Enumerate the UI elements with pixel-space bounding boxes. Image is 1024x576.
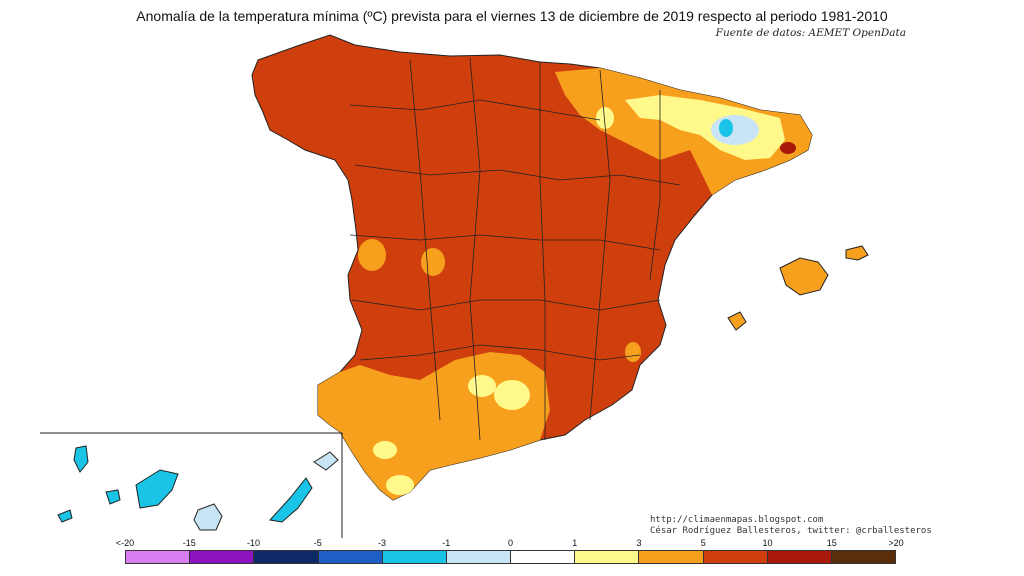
legend-tick-label: -1 xyxy=(442,538,451,548)
legend-tick-label: -3 xyxy=(377,538,387,548)
legend-swatch xyxy=(126,551,191,563)
island-mallorca xyxy=(779,257,829,296)
anomaly-zone-navarra-yellow xyxy=(596,107,614,129)
anomaly-zone-south xyxy=(318,352,550,500)
legend-tick-label: >20 xyxy=(888,538,904,548)
legend-tick-label: 10 xyxy=(762,538,773,548)
author-credit: César Rodríguez Ballesteros, twitter: @c… xyxy=(650,526,932,536)
legend-swatch xyxy=(511,551,576,563)
legend-tick-label: 5 xyxy=(700,538,706,548)
legend-tick-label: 3 xyxy=(636,538,642,548)
anomaly-zone-catalonia-dark xyxy=(780,142,796,154)
island-fuerteventura xyxy=(269,477,313,523)
island-tenerife xyxy=(135,469,179,509)
legend-tick-label: -10 xyxy=(246,538,261,548)
anomaly-zone-cadiz-yellow xyxy=(386,475,414,495)
legend-swatch xyxy=(318,551,383,563)
island-menorca xyxy=(845,245,869,261)
legend-swatch xyxy=(382,551,447,563)
anomaly-zone-caceres xyxy=(421,248,445,276)
anomaly-zone-pyrenees-blue xyxy=(719,119,733,137)
anomaly-zone-northeast xyxy=(555,68,812,195)
island-el-hierro xyxy=(57,509,73,523)
anomaly-zone-pyrenees-lightblue xyxy=(711,115,759,145)
map-title: Anomalía de la temperatura mínima (ºC) p… xyxy=(136,8,888,24)
legend-swatch xyxy=(254,551,319,563)
anomaly-zone-extremadura xyxy=(358,239,386,271)
anomaly-zone-jaen-yellow xyxy=(468,375,496,397)
island-la-gomera xyxy=(105,489,121,505)
data-source-label: Fuente de datos: AEMET OpenData xyxy=(715,27,906,39)
legend-tick-label: 0 xyxy=(507,538,514,548)
legend-swatch xyxy=(446,551,512,563)
canary-inset-frame xyxy=(40,432,343,538)
color-legend xyxy=(125,550,896,564)
map-credits: http://climaenmapas.blogspot.com César R… xyxy=(650,515,932,537)
legend-tick-label: -5 xyxy=(313,538,322,548)
legend-swatch xyxy=(575,551,640,563)
island-ibiza xyxy=(727,311,747,331)
canary-islands xyxy=(57,445,339,531)
legend-swatch xyxy=(639,551,704,563)
anomaly-zone-granada-yellow xyxy=(494,380,530,410)
island-lanzarote xyxy=(313,451,339,471)
blog-url[interactable]: http://climaenmapas.blogspot.com xyxy=(650,515,824,525)
anomaly-zone-pyrenees-yellow xyxy=(625,95,785,160)
province-borders xyxy=(349,57,681,441)
legend-tick-label: 1 xyxy=(572,538,578,548)
legend-swatch xyxy=(831,551,896,563)
legend-swatch xyxy=(767,551,832,563)
anomaly-zone-huelva-yellow xyxy=(373,441,397,459)
legend-swatch xyxy=(190,551,255,563)
legend-tick-label: <-20 xyxy=(115,538,135,548)
legend-tick-label: -15 xyxy=(182,538,196,548)
legend-swatch xyxy=(703,551,768,563)
legend-tick-label: 15 xyxy=(826,538,837,548)
island-gran-canaria xyxy=(193,503,223,531)
anomaly-zone-murcia xyxy=(625,342,641,362)
island-la-palma xyxy=(73,445,89,473)
